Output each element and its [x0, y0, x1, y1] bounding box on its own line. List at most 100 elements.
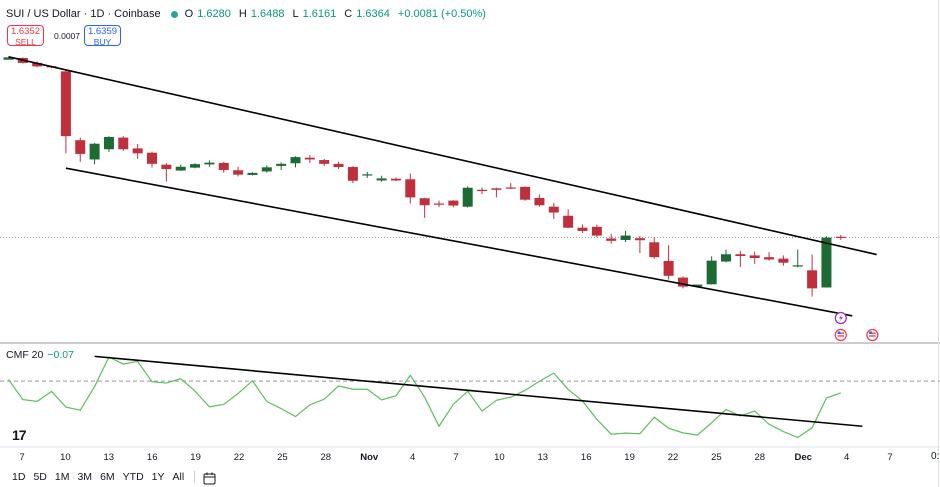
- flag-canton: [869, 331, 872, 334]
- candle-body: [204, 162, 215, 165]
- candle-body: [807, 270, 818, 289]
- us-flag-event-icon[interactable]: [834, 328, 847, 342]
- range-selector: 1D 5D 1M 3M 6M YTD 1Y All: [12, 471, 216, 485]
- cmf-legend[interactable]: CMF 20 −0.07: [6, 349, 74, 361]
- us-flag-event-icon[interactable]: [866, 328, 879, 342]
- x-tick-label: 13: [104, 452, 115, 463]
- candle-body: [147, 152, 157, 164]
- open-value: 1.6280: [197, 8, 231, 20]
- candle-body: [32, 62, 43, 67]
- candle-body: [218, 162, 229, 170]
- x-tick-label: 10: [494, 452, 505, 463]
- candle-body: [190, 164, 201, 168]
- candle-body: [233, 170, 244, 175]
- x-tick-label: 25: [277, 452, 288, 463]
- candle-body: [390, 178, 401, 181]
- candle-body: [721, 254, 731, 262]
- candle-body: [405, 179, 416, 198]
- x-tick-label: 16: [581, 452, 592, 463]
- x-tick-label: 7: [453, 452, 458, 463]
- candle-body: [419, 198, 430, 206]
- x-tick-label: 7: [19, 452, 24, 463]
- cmf-label: CMF 20: [6, 349, 44, 361]
- range-button[interactable]: 1D: [12, 471, 26, 483]
- buy-button[interactable]: 1.6359 BUY: [84, 25, 121, 47]
- x-tick-label: 22: [668, 452, 679, 463]
- candle-body: [534, 197, 545, 206]
- range-button[interactable]: 6M: [100, 471, 115, 483]
- candle-body: [132, 148, 143, 154]
- x-tick-label: 28: [321, 452, 332, 463]
- range-button[interactable]: YTD: [122, 471, 144, 483]
- candle-body: [261, 167, 272, 172]
- buy-price: 1.6359: [87, 26, 118, 37]
- close-key: C: [344, 8, 353, 20]
- candle-body: [491, 188, 502, 190]
- spread-value: 0.0007: [54, 31, 80, 41]
- candle-body: [118, 137, 129, 150]
- x-tick-label: 25: [711, 452, 722, 463]
- range-button[interactable]: 1M: [54, 471, 70, 483]
- candle-body: [735, 254, 746, 256]
- candle-body: [448, 200, 459, 206]
- candle-body: [161, 164, 172, 170]
- candle-body: [60, 71, 71, 137]
- candle-body: [835, 236, 846, 238]
- candle-body: [677, 277, 688, 287]
- candle-body: [3, 57, 14, 60]
- trendline-upper[interactable]: [8, 56, 877, 256]
- candle-body: [434, 203, 444, 205]
- range-button[interactable]: 1Y: [151, 471, 165, 483]
- range-button[interactable]: All: [172, 471, 185, 483]
- range-button[interactable]: 3M: [77, 471, 93, 483]
- x-tick-label: 10: [60, 452, 71, 463]
- x-tick-label: 22: [234, 452, 245, 463]
- candle-body: [749, 255, 760, 259]
- candle-body: [563, 215, 574, 228]
- sell-price: 1.6352: [10, 26, 41, 37]
- cmf-trendline[interactable]: [94, 355, 863, 428]
- candle-body: [548, 206, 559, 213]
- candle-body: [591, 226, 602, 236]
- candle-body: [462, 187, 473, 207]
- candle-body: [376, 178, 387, 181]
- close-value: 1.6364: [356, 8, 390, 20]
- high-key: H: [238, 8, 247, 20]
- flag-canton: [837, 331, 841, 334]
- x-tick-label: Dec: [794, 452, 811, 463]
- x-tick-label: 19: [624, 452, 635, 463]
- x-tick-label: 7: [887, 452, 892, 463]
- range-divider: [194, 471, 196, 483]
- candle-body: [276, 163, 287, 166]
- flag-stripe: [869, 332, 876, 334]
- lightning-glyph: [839, 314, 843, 322]
- candle-body: [319, 160, 330, 164]
- market-open-indicator: [170, 10, 178, 18]
- tradingview-logo[interactable]: 17: [12, 427, 27, 443]
- x-tick-label: 13: [538, 452, 549, 463]
- buy-label: BUY: [93, 37, 112, 47]
- x-tick-label: 19: [190, 452, 201, 463]
- candle-body: [520, 186, 531, 200]
- range-button[interactable]: 5D: [33, 471, 47, 483]
- low-value: 1.6161: [302, 8, 337, 20]
- candle-body: [778, 258, 789, 263]
- candle-body: [290, 157, 301, 164]
- candle-body: [821, 237, 832, 288]
- candle-body: [577, 227, 588, 231]
- candle-body: [663, 260, 674, 276]
- trendline-lower[interactable]: [65, 167, 853, 317]
- candle-body: [362, 174, 373, 176]
- candle-body: [620, 235, 631, 240]
- axis-edge-label: 0:: [931, 451, 940, 462]
- sell-button[interactable]: 1.6352 SELL: [7, 25, 44, 47]
- candle-body: [634, 238, 645, 241]
- open-key: O: [184, 8, 194, 20]
- candle-body: [764, 257, 775, 260]
- candle-body: [792, 265, 803, 267]
- candle-body: [103, 137, 114, 150]
- symbol-title[interactable]: SUI / US Dollar · 1D · Coinbase: [6, 8, 161, 20]
- candle-body: [606, 238, 617, 241]
